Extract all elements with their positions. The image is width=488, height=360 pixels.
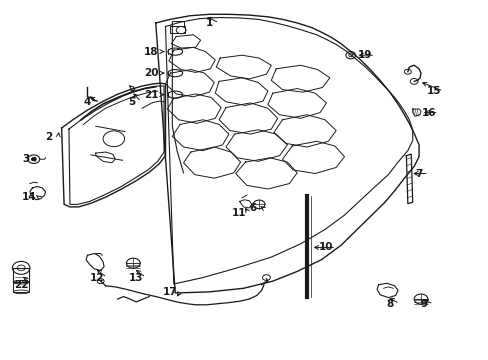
Text: 19: 19 <box>358 50 372 60</box>
Text: 10: 10 <box>319 242 333 252</box>
Text: 7: 7 <box>414 168 422 179</box>
Text: 9: 9 <box>420 299 427 309</box>
Text: 5: 5 <box>127 97 135 107</box>
Text: 14: 14 <box>21 192 36 202</box>
Text: 11: 11 <box>231 208 245 218</box>
Circle shape <box>31 157 36 161</box>
Text: 22: 22 <box>14 280 28 290</box>
Text: 12: 12 <box>90 273 104 283</box>
Text: 3: 3 <box>22 154 30 164</box>
Text: 21: 21 <box>143 90 158 100</box>
Text: 16: 16 <box>421 108 435 118</box>
Text: 2: 2 <box>45 132 52 142</box>
Text: 8: 8 <box>386 299 393 309</box>
Text: 17: 17 <box>163 287 177 297</box>
Text: 13: 13 <box>129 273 143 283</box>
Text: 1: 1 <box>205 18 213 28</box>
Text: 6: 6 <box>249 203 256 213</box>
Text: 15: 15 <box>426 86 440 96</box>
Bar <box>13 268 29 282</box>
Text: 20: 20 <box>143 68 158 78</box>
Text: 4: 4 <box>83 97 91 107</box>
Text: 18: 18 <box>143 46 158 57</box>
Bar <box>13 282 29 292</box>
